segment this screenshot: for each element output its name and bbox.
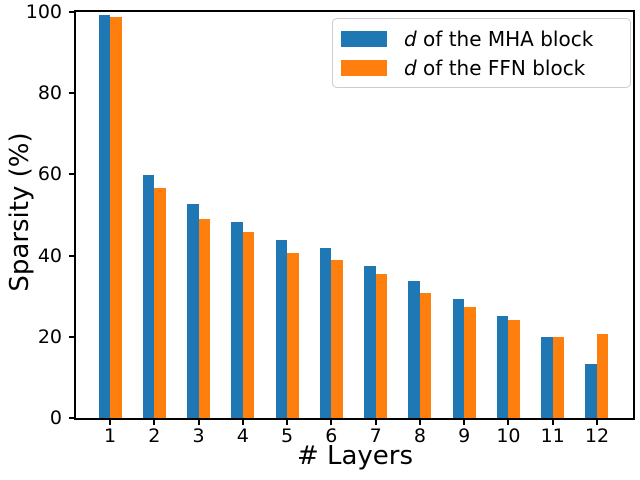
legend-entry-1: d of the MHA block [341,26,630,51]
x-tick-mark [595,420,598,425]
bar-series1-layer-12 [585,364,597,418]
bar-series2-layer-12 [596,334,609,418]
bar-series1-layer-4 [231,221,243,418]
x-tick-label: 10 [496,425,521,447]
x-tick-mark [241,420,244,425]
y-tick-label: 40 [37,244,62,267]
x-tick-mark [330,420,333,425]
x-tick-mark [197,420,200,425]
legend-entry-2: d of the FFN block [341,55,630,80]
bar-series1-layer-11 [541,337,553,418]
y-tick-mark [69,92,74,95]
legend-entry-label: d of the FFN block [404,55,586,80]
x-tick-label: 1 [103,425,117,447]
x-tick-label: 5 [281,425,294,447]
bar-series2-layer-7 [375,273,388,418]
bar-series1-layer-3 [187,204,199,418]
x-tick-mark [418,420,421,425]
bar-series2-layer-5 [287,253,299,418]
y-tick-mark [69,11,74,14]
x-tick-label: 2 [148,425,161,447]
x-tick-label: 3 [192,425,205,447]
bar-series2-layer-4 [242,231,255,418]
y-axis-label: Sparsity (%) [5,132,35,292]
bar-series1-layer-9 [452,299,465,418]
legend-swatch-icon [341,59,387,76]
x-tick-mark [153,420,156,425]
legend-entry-label: d of the MHA block [404,26,594,51]
bar-series1-layer-5 [275,239,288,418]
y-tick-label: 0 [49,407,62,429]
x-tick-mark [374,420,377,425]
bar-series2-layer-8 [419,293,432,418]
bar-series1-layer-10 [496,316,509,418]
x-tick-label: 11 [540,425,565,447]
x-tick-mark [507,420,510,425]
x-tick-mark [286,420,289,425]
x-tick-label: 6 [325,425,338,447]
x-tick-mark [551,420,554,425]
legend-swatch-icon [341,30,387,47]
bar-series1-layer-2 [142,174,155,418]
x-axis-label: # Layers [296,441,414,471]
x-tick-label: 7 [369,425,382,447]
y-tick-label: 80 [37,82,62,105]
bar-series1-layer-1 [98,14,110,418]
x-tick-label: 4 [236,425,249,447]
x-tick-label: 8 [413,425,426,447]
plot-area: 1 2 3 4 5 6 7 8 9 10 11 12 0 20 40 60 80 100 [26,1,635,447]
bar-series2-layer-3 [198,219,211,418]
bar-series2-layer-11 [552,336,565,418]
bar-series2-layer-9 [464,306,476,418]
y-tick-label: 100 [25,1,62,23]
bar-series2-layer-1 [110,17,122,418]
y-tick-label: 60 [37,163,62,186]
bar-series1-layer-8 [408,280,420,418]
y-tick-mark [69,417,74,419]
x-tick-mark [463,420,466,425]
x-tick-mark [109,420,111,425]
x-tick-label: 9 [458,425,471,447]
bar-series2-layer-10 [508,320,520,418]
bar-series1-layer-6 [319,248,332,418]
bar-series1-layer-7 [364,266,376,418]
y-tick-mark [69,173,74,176]
y-tick-mark [69,254,74,257]
bar-series2-layer-6 [331,259,343,418]
legend: d of the MHA block d of the FFN block [332,18,631,88]
y-tick-mark [69,335,74,338]
bar-series2-layer-2 [154,187,166,418]
y-tick-label: 20 [37,325,62,348]
x-tick-label: 12 [584,425,610,447]
